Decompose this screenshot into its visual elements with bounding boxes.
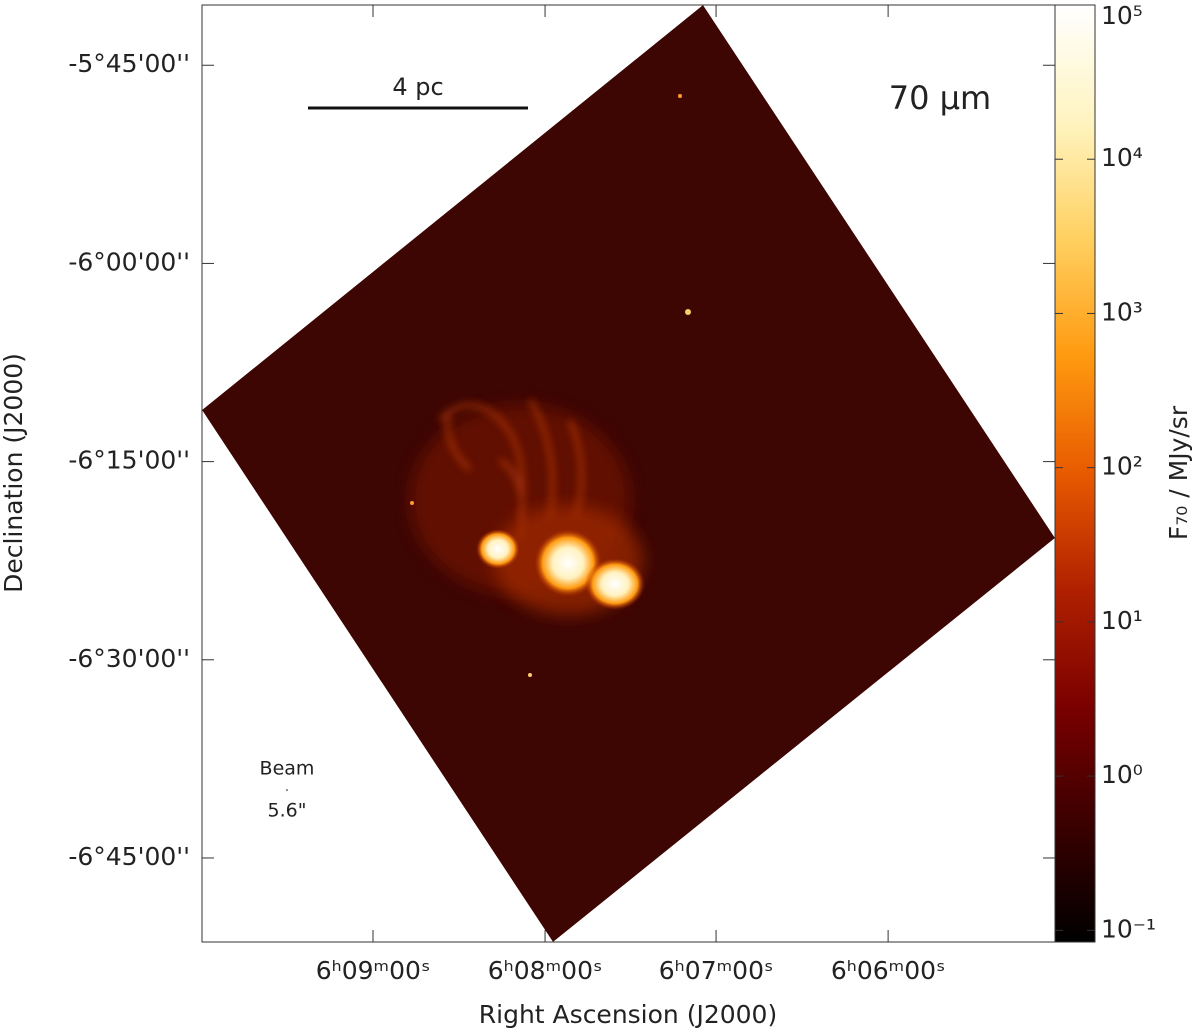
colorbar [1054, 4, 1096, 943]
x-tick-label: 6ʰ06ᵐ00ˢ [831, 956, 946, 985]
colorbar-tick-label: 10² [1101, 452, 1143, 481]
colorbar-tick-label: 10¹ [1101, 606, 1143, 635]
band-label: 70 µm [889, 79, 991, 117]
colorbar-label: F₇₀ / MJy/sr [1164, 405, 1193, 540]
x-axis-label: Right Ascension (J2000) [479, 1000, 777, 1029]
image [202, 5, 1055, 942]
x-tick-label: 6ʰ09ᵐ00ˢ [316, 956, 431, 985]
colorbar-tick-label: 10⁰ [1101, 760, 1143, 789]
y-axis-label: Declination (J2000) [0, 353, 28, 593]
y-tick-label: -6°30'00'' [68, 644, 190, 673]
colorbar-tick-label: 10³ [1101, 297, 1143, 326]
beam [286, 789, 288, 791]
beam-label: Beam [260, 758, 315, 780]
y-tick-label: -5°45'00'' [68, 49, 190, 78]
colorbar-tick-label: 10⁵ [1101, 1, 1143, 30]
x-tick-label: 6ʰ07ᵐ00ˢ [659, 956, 774, 985]
y-tick-label: -6°00'00'' [68, 247, 190, 276]
colorbar-tick-label: 10⁴ [1101, 143, 1143, 172]
y-tick-label: -6°45'00'' [68, 842, 190, 871]
y-tick-label: -6°15'00'' [68, 446, 190, 475]
scale-bar-label: 4 pc [392, 73, 443, 101]
beam-size: 5.6" [268, 800, 307, 822]
colorbar-tick-label: 10⁻¹ [1101, 914, 1156, 943]
x-tick-label: 6ʰ08ᵐ00ˢ [488, 956, 603, 985]
